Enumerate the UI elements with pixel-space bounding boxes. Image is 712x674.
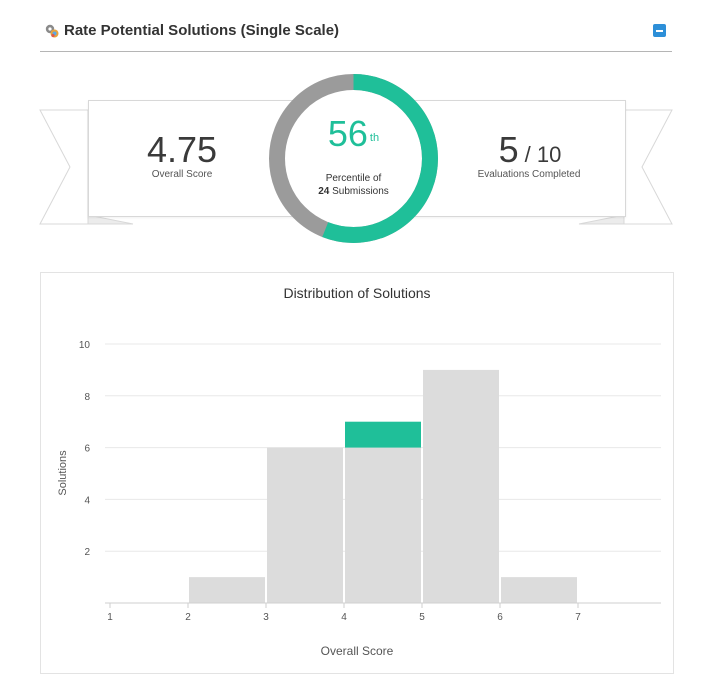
y-tick-label: 4 — [84, 495, 90, 506]
chart-title: Distribution of Solutions — [283, 285, 430, 301]
x-tick-label: 2 — [185, 612, 191, 623]
section-header: Rate Potential Solutions (Single Scale) — [40, 14, 672, 52]
histogram-bar — [501, 577, 577, 603]
x-tick-label: 5 — [419, 612, 425, 623]
evaluations-separator: / 10 — [524, 142, 562, 167]
x-tick-label: 1 — [107, 612, 113, 623]
x-axis-label: Overall Score — [321, 644, 394, 658]
section-title: Rate Potential Solutions (Single Scale) — [64, 22, 340, 39]
minus-square-icon[interactable] — [653, 24, 666, 37]
evaluations-value: 5/ 10 — [470, 130, 590, 178]
submissions-count: 24 — [318, 186, 330, 197]
y-tick-label: 8 — [84, 392, 90, 403]
evaluations-label: Evaluations Completed — [477, 169, 581, 180]
donut-percentile-arc — [269, 74, 438, 243]
histogram-bar — [267, 447, 343, 603]
y-axis-label: Solutions — [57, 450, 69, 496]
highlight-bar — [345, 421, 421, 448]
y-tick-label: 2 — [84, 547, 90, 558]
x-tick-label: 3 — [263, 612, 269, 623]
evaluations-total: 10 — [536, 142, 562, 167]
y-tick-label: 6 — [84, 444, 90, 455]
histogram-bar — [189, 577, 265, 603]
donut-ring — [269, 74, 438, 243]
histogram-bar — [345, 447, 421, 603]
rate-gears-icon — [45, 24, 59, 38]
overall-score-label: Overall Score — [151, 169, 213, 180]
x-tick-label: 6 — [497, 612, 503, 623]
percentile-label: Percentile of 24 Submissions — [318, 173, 389, 197]
histogram-bar — [423, 369, 499, 603]
distribution-chart-panel: Distribution of Solutions 2 4 6 8 10 1 2 3 4 5 6 7 Ov… — [40, 272, 674, 674]
x-tick-label: 7 — [575, 612, 581, 623]
y-tick-label: 10 — [79, 340, 91, 351]
overall-score-value: 4.75 — [146, 129, 218, 170]
x-tick-label: 4 — [341, 612, 347, 623]
evaluations-completed: 5 — [498, 129, 519, 170]
